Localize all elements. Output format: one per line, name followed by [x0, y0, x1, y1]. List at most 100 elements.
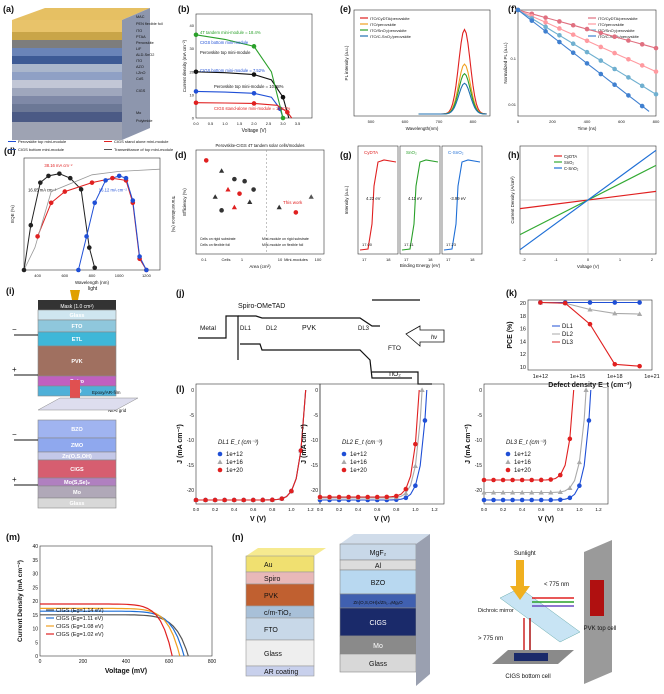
- x-category: Mini-modules: [284, 257, 308, 262]
- ups-label: C-SnO₂: [448, 150, 464, 155]
- y-tick: -10: [187, 438, 194, 444]
- legend-marker: [217, 459, 223, 464]
- jv-sim-point: [567, 436, 573, 442]
- left-layer-label: Glass: [264, 651, 282, 658]
- layer-label: ALD-SnO2: [136, 53, 154, 57]
- x-tick: 0.8: [269, 507, 276, 512]
- jv-sim-point: [317, 494, 323, 500]
- left-layer-label: Spiro: [264, 576, 280, 583]
- legend-text: ITO/C-SnO₂/perovskite: [598, 34, 640, 39]
- legend-text: 1e+12: [350, 452, 368, 458]
- panel-label: (n): [232, 532, 244, 542]
- legend-text: 1e+16: [514, 460, 532, 466]
- left-stack-layer: [245, 617, 315, 641]
- panel-label: (f): [508, 4, 517, 14]
- work-function-value: 4.22 eV: [366, 196, 381, 201]
- ups-subplot-frame: [441, 145, 483, 255]
- legend-text: Mini-module on flexible foil: [262, 243, 303, 247]
- short-wavelength-label: < 775 nm: [544, 582, 569, 588]
- eqe-point: [46, 173, 51, 179]
- jv-sim-point: [374, 494, 380, 500]
- legend-text: 1e+12: [514, 452, 532, 458]
- jv-sim-point: [500, 489, 506, 495]
- mid-layer-label: MgF₂: [370, 550, 387, 557]
- panel-label: (i): [6, 286, 15, 296]
- eff-point: [225, 186, 231, 192]
- light-beam: [70, 290, 80, 300]
- legend-text: ITO/CyDTA/perovskite: [370, 16, 410, 21]
- legend-text: CIGS bottom mini-module: [18, 147, 65, 152]
- jv-point: [193, 32, 199, 38]
- y-label: J (mA cm⁻²): [177, 424, 184, 464]
- grid-label: Ni/Al grid: [108, 408, 127, 413]
- left-layer-label: c/m-TiO₂: [264, 610, 292, 617]
- y-label: EQE (%): [10, 205, 15, 223]
- trpl-point: [598, 30, 604, 36]
- x-tick: 0.0: [481, 507, 488, 512]
- y-tick: 20: [520, 301, 526, 307]
- jv-point: [280, 94, 286, 100]
- mid-layer-label: BZO: [371, 580, 386, 587]
- x-label: Wavelength (nm): [75, 280, 110, 285]
- sim-title: DL1 E_t (cm⁻³): [218, 440, 259, 446]
- jv-sim-curve: [484, 389, 575, 481]
- jv-sim-point: [529, 497, 534, 503]
- stack-top: [12, 8, 150, 20]
- y-tick: 16: [520, 327, 526, 333]
- y-tick: 0: [191, 388, 194, 394]
- x-label: Voltage (V): [242, 128, 267, 134]
- legend-marker: [505, 459, 511, 464]
- dl-label: DL1: [240, 326, 252, 332]
- y-tick: 10: [32, 627, 38, 633]
- left-layer-label: AR coating: [264, 669, 298, 676]
- trpl-point: [653, 69, 659, 74]
- trpl-point: [543, 20, 548, 25]
- legend-text: 1e+20: [226, 468, 244, 474]
- jv-point: [193, 89, 199, 94]
- y-tick: -15: [187, 463, 194, 469]
- legend-text: DL2: [562, 332, 574, 338]
- legend-text: ITO/SnO₂/perovskite: [598, 28, 635, 33]
- trpl-point: [529, 18, 535, 23]
- jv-point: [285, 109, 290, 115]
- cigs-jv-plot-frame: [39, 545, 213, 657]
- stack-layer: [12, 104, 122, 112]
- jv-sim-point: [519, 477, 525, 483]
- mask-label: Mask (1.0 cm²): [60, 304, 94, 310]
- mask-layer: [38, 300, 116, 310]
- x-tick: 0.0: [317, 507, 324, 512]
- x-tick: 1.2: [431, 507, 438, 512]
- legend-text: ITO/CyDTA/perovskite: [598, 16, 638, 21]
- pce-point: [612, 310, 618, 316]
- eqe-point: [144, 267, 149, 273]
- ups-curve: [443, 159, 481, 251]
- legend-text: Perovskite top mini-module: [18, 139, 67, 144]
- jv-sim-point: [500, 497, 506, 503]
- x-tick: 600: [165, 659, 174, 665]
- jv-point: [251, 44, 257, 49]
- x-tick: 0.2: [212, 507, 219, 512]
- x-tick: 1.2: [595, 507, 602, 512]
- legend-marker: [505, 451, 511, 457]
- x-tick: 200: [79, 659, 88, 665]
- legend-text: 1e+16: [226, 460, 244, 466]
- panel-label: (d): [4, 146, 16, 156]
- x-tick: 200: [549, 119, 556, 124]
- pce-point: [637, 363, 642, 369]
- y-tick: 40: [190, 23, 195, 28]
- eqe-point: [86, 245, 92, 250]
- layer-label: Mo(S,Se)₂: [64, 480, 91, 486]
- metal-label: Metal: [200, 325, 216, 332]
- eff-point: [203, 158, 209, 163]
- mid-layer-label: Glass: [369, 661, 387, 668]
- eqe-point: [137, 254, 142, 259]
- pvk-cell-label: PVK top cell: [584, 626, 617, 632]
- jv-sim-plot-frame: [319, 383, 445, 505]
- trpl-point: [570, 22, 576, 28]
- x-tick: 600: [618, 119, 625, 124]
- x-tick: 17: [362, 257, 367, 262]
- legend-text: CIGS (Eg=1.14 eV): [56, 608, 104, 614]
- x-tick: 0.8: [557, 507, 564, 512]
- sunlight-arrow: [510, 560, 530, 600]
- work-function-value: -3.99 eV: [450, 196, 466, 201]
